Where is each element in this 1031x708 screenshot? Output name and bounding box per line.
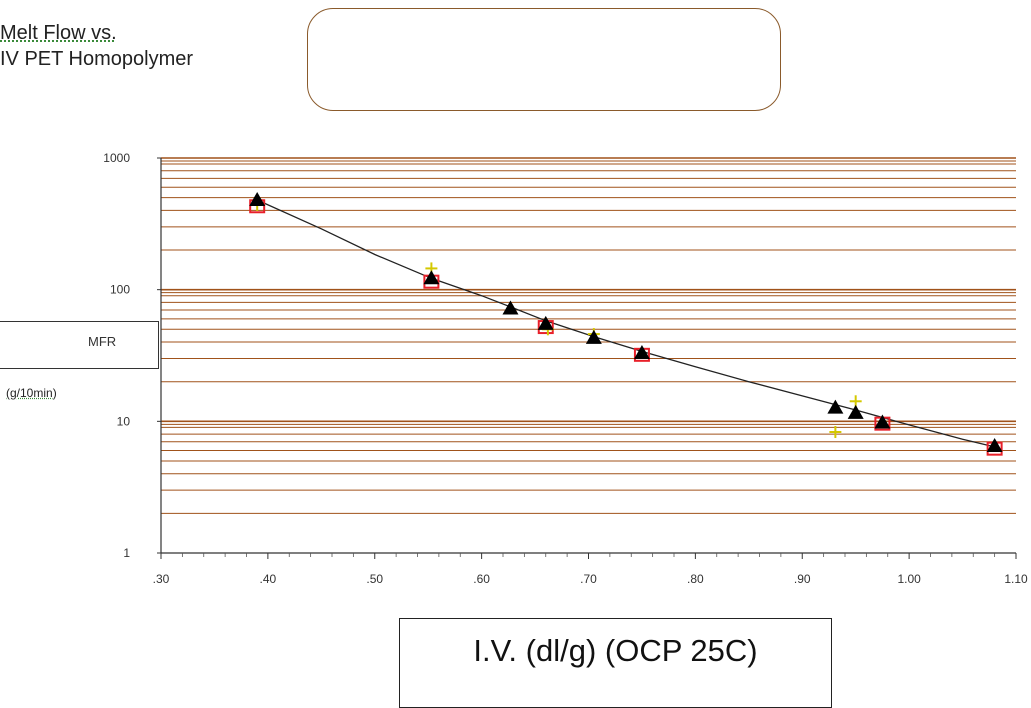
x-tick-label: .40 [260,572,277,586]
y-axis-label-box [0,321,159,369]
marker-triangle [423,270,439,284]
x-tick-label: .60 [473,572,490,586]
grid-lines [161,158,1016,513]
y-tick-label: 10 [117,414,131,428]
y-tick-label: 100 [110,283,130,297]
x-tick-label: 1.10 [1004,572,1028,586]
marker-triangle [586,330,602,344]
y-tick-label: 1 [123,546,130,560]
marker-triangle [249,192,265,206]
fit-line [257,200,994,447]
tick-labels: .30 .40 .50 .60 .70 .80 .90 1.00 1.10 1 10 100 1000 [103,151,1028,586]
x-tick-label: .30 [153,572,170,586]
x-tick-label: .50 [366,572,383,586]
marker-triangle [634,345,650,359]
x-tick-label: 1.00 [897,572,921,586]
x-tick-label: .90 [794,572,811,586]
y-axis-unit: (g/10min) [6,386,57,400]
y-tick-label: 1000 [103,151,130,165]
x-axis-label: I.V. (dl/g) (OCP 25C) [399,633,832,669]
data-markers [249,192,1002,455]
x-tick-label: .80 [687,572,704,586]
fit-line-layer [257,200,994,447]
y-axis-label: MFR [88,334,116,349]
x-tick-label: .70 [580,572,597,586]
